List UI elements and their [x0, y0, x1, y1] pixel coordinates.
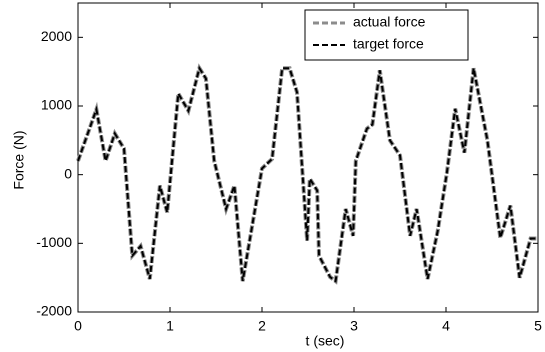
y-tick-label: -2000	[36, 303, 72, 319]
x-tick-label: 1	[166, 318, 174, 334]
legend-label: actual force	[353, 14, 426, 30]
x-tick-label: 3	[350, 318, 358, 334]
data-line	[77, 65, 538, 283]
x-tick-label: 4	[442, 318, 450, 334]
legend-box	[304, 9, 469, 61]
y-tick-label: 2000	[41, 28, 72, 44]
x-tick-label: 5	[534, 318, 542, 334]
y-tick-label: 0	[64, 165, 72, 181]
x-tick-label: 2	[258, 318, 266, 334]
x-tick-label: 0	[74, 318, 82, 334]
legend-label: target force	[353, 36, 424, 52]
x-axis-label: t (sec)	[306, 333, 345, 349]
y-axis-label: Force (N)	[11, 130, 27, 189]
y-tick-label: -1000	[36, 234, 72, 250]
y-tick-label: 1000	[41, 97, 72, 113]
